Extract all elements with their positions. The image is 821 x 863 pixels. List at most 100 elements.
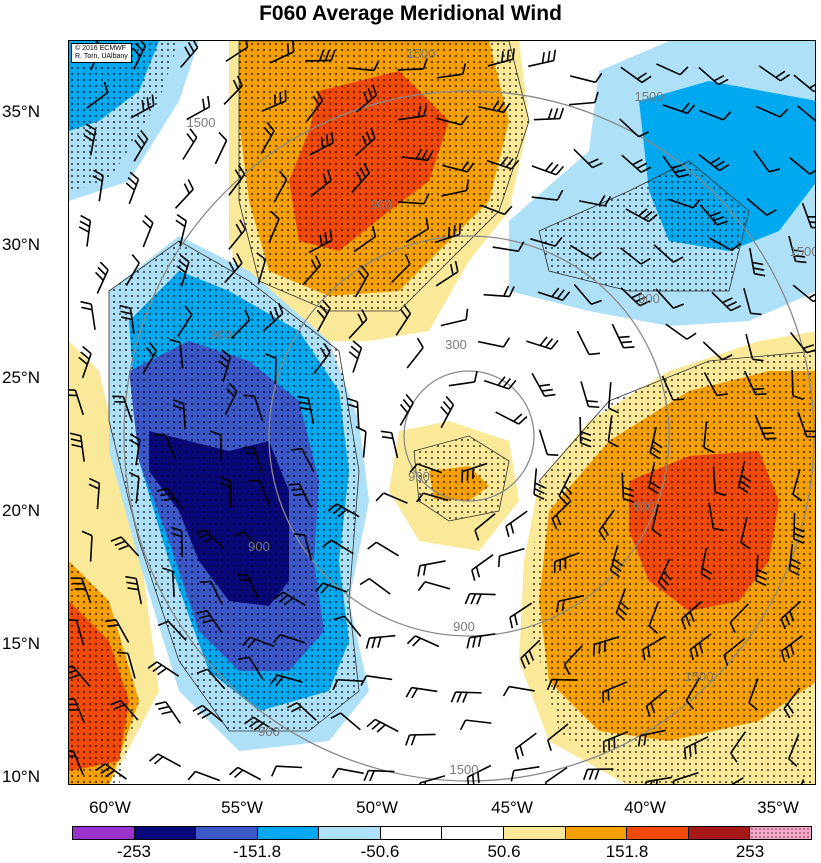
wind-barb bbox=[748, 678, 759, 711]
wind-barb bbox=[598, 509, 615, 541]
wind-barb bbox=[570, 72, 603, 84]
wind-barb bbox=[272, 633, 306, 644]
wind-barb bbox=[128, 471, 140, 504]
wind-barb bbox=[703, 372, 728, 397]
wind-barb bbox=[80, 300, 96, 330]
wind-barb bbox=[672, 771, 699, 784]
contour-label: 900 bbox=[408, 469, 430, 484]
wind-barb bbox=[656, 63, 689, 76]
stippled-region-corner bbox=[69, 41, 179, 191]
wind-barb bbox=[262, 303, 284, 332]
wind-barb bbox=[544, 766, 568, 784]
colorbar-bin bbox=[73, 827, 135, 839]
wind-barb bbox=[419, 775, 446, 784]
wind-barb bbox=[260, 121, 275, 154]
wind-barb bbox=[69, 698, 86, 724]
wind-barb bbox=[723, 638, 745, 666]
lat-label: 10°N bbox=[2, 767, 40, 786]
wind-barb bbox=[148, 753, 182, 768]
wind-barb bbox=[153, 433, 177, 459]
wind-barb bbox=[625, 208, 658, 223]
wind-barb bbox=[448, 371, 478, 387]
wind-barb bbox=[619, 118, 649, 138]
wind-barb bbox=[375, 492, 408, 504]
wind-barb bbox=[332, 678, 364, 691]
wind-barb bbox=[322, 539, 354, 555]
stippled-region-north bbox=[239, 41, 529, 311]
colorbar-bin bbox=[688, 827, 751, 839]
wind-barb bbox=[531, 372, 556, 397]
wind-barb bbox=[270, 674, 303, 686]
wind-barb bbox=[502, 685, 535, 697]
wind-barb bbox=[563, 645, 583, 675]
wind-barb bbox=[655, 288, 684, 309]
wind-barb bbox=[316, 299, 331, 332]
colorbar-label: 151.8 bbox=[605, 842, 649, 861]
wind-barb bbox=[405, 686, 438, 699]
wind-barb bbox=[665, 323, 697, 340]
wind-barb bbox=[510, 766, 540, 782]
page-title: F060 Average Meridional Wind bbox=[259, 2, 562, 25]
wind-barb bbox=[573, 284, 602, 305]
wind-barb bbox=[354, 127, 376, 157]
lat-label: 30°N bbox=[2, 235, 40, 254]
lon-label: 55°W bbox=[221, 798, 263, 817]
lon-label: 50°W bbox=[356, 798, 398, 817]
wind-barb bbox=[132, 41, 147, 70]
wind-barb bbox=[746, 197, 777, 216]
wind-barb bbox=[417, 560, 446, 577]
lat-label: 25°N bbox=[2, 368, 40, 387]
wind-barb bbox=[579, 417, 592, 448]
wind-barb bbox=[69, 750, 84, 776]
wind-barb bbox=[308, 229, 333, 254]
wind-barb bbox=[611, 323, 635, 349]
wind-barb bbox=[119, 304, 135, 335]
wind-barb bbox=[309, 131, 334, 156]
wind-barb bbox=[642, 635, 666, 661]
contour-label: 900 bbox=[210, 327, 232, 342]
wind-barb bbox=[620, 66, 652, 84]
wind-barb bbox=[142, 214, 154, 248]
wind-barb bbox=[483, 376, 517, 390]
contour-label: 1500 bbox=[685, 669, 714, 684]
lat-label: 20°N bbox=[2, 501, 40, 520]
wind-barb bbox=[662, 102, 696, 115]
wind-barb bbox=[668, 198, 701, 209]
wind-barb bbox=[698, 154, 730, 172]
wind-barb bbox=[399, 393, 414, 426]
wind-barb bbox=[129, 433, 141, 466]
wind-barb bbox=[288, 483, 312, 508]
wind-barb bbox=[244, 716, 276, 732]
wind-barb bbox=[310, 169, 332, 198]
colorbar-bin bbox=[442, 827, 505, 839]
wind-barb bbox=[743, 287, 762, 316]
wind-barb bbox=[156, 487, 184, 511]
wind-barb bbox=[711, 291, 742, 312]
wind-barb bbox=[653, 244, 684, 263]
wind-barb bbox=[405, 733, 436, 746]
wind-barb bbox=[551, 500, 572, 530]
wind-barb bbox=[712, 466, 726, 497]
wind-barb bbox=[302, 255, 322, 286]
wind-barb bbox=[355, 426, 367, 458]
lon-label: 45°W bbox=[491, 798, 533, 817]
contour-label: 1500 bbox=[790, 244, 816, 259]
wind-barb bbox=[92, 169, 104, 202]
wind-barb bbox=[395, 304, 412, 336]
wind-barb bbox=[192, 704, 224, 723]
wind-barb bbox=[365, 634, 396, 649]
wind-barb bbox=[401, 148, 434, 162]
wind-barb bbox=[436, 63, 467, 79]
wind-barb bbox=[86, 81, 109, 109]
wind-barb bbox=[306, 90, 324, 122]
wind-barb bbox=[531, 189, 564, 201]
wind-barb bbox=[243, 394, 264, 421]
wind-barb bbox=[801, 202, 815, 229]
wind-barb bbox=[466, 764, 492, 784]
contour-label: 900 bbox=[370, 197, 392, 212]
wind-barb bbox=[497, 547, 525, 568]
wind-barb bbox=[70, 577, 92, 604]
wind-barb bbox=[592, 635, 620, 656]
wind-barb bbox=[556, 594, 585, 613]
lon-label: 35°W bbox=[757, 798, 799, 817]
